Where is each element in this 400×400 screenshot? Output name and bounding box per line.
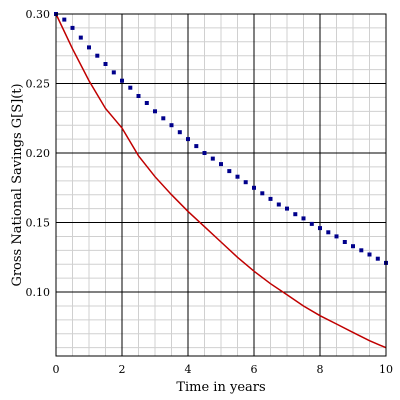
series-point (276, 202, 281, 207)
series-point (351, 244, 355, 249)
series-point (161, 116, 166, 121)
y-tick-label: 0.30 (26, 8, 51, 21)
y-tick-label: 0.10 (26, 286, 51, 299)
x-tick-label: 0 (53, 363, 60, 376)
series-point (210, 156, 215, 161)
y-axis-ticks: 0.10 0.15 0.20 0.25 0.30 (26, 8, 51, 299)
series-point (243, 180, 248, 185)
series-point (202, 151, 207, 155)
plot-frame (55, 13, 387, 357)
minor-grid (56, 14, 386, 356)
series-point (177, 130, 182, 135)
y-axis-label: Gross National Savings G[S](t) (10, 83, 25, 286)
y-tick-label: 0.15 (26, 217, 51, 230)
series-point (136, 94, 141, 98)
series-point (153, 109, 157, 114)
series-point (342, 240, 347, 244)
series-point (268, 196, 273, 201)
x-tick-label: 6 (251, 363, 258, 376)
series-point (169, 123, 174, 128)
series-point (309, 221, 314, 226)
series-point (285, 206, 289, 211)
series-point (326, 230, 331, 235)
series-point (87, 45, 91, 50)
series-point (103, 62, 108, 66)
series-point (359, 248, 364, 253)
series-point (367, 252, 372, 257)
x-tick-label: 4 (185, 363, 192, 376)
x-tick-label: 2 (119, 363, 126, 376)
series-point (95, 53, 100, 58)
series-point (260, 191, 265, 196)
series-point (252, 185, 256, 190)
series-point (128, 85, 133, 90)
series-point (111, 70, 116, 75)
series-point (78, 35, 83, 40)
series-point (227, 169, 232, 174)
series-point (293, 212, 298, 217)
x-axis-ticks: 0 2 4 6 8 10 (53, 363, 394, 376)
series-point (334, 234, 339, 239)
series-point (301, 216, 306, 221)
series-point (186, 137, 190, 142)
x-tick-label: 8 (317, 363, 324, 376)
series-point (219, 162, 223, 167)
series-point (235, 174, 240, 179)
x-tick-label: 10 (379, 363, 393, 376)
series-point (70, 25, 75, 30)
series-point (318, 226, 322, 231)
y-tick-label: 0.25 (26, 78, 51, 91)
series-point (194, 144, 199, 149)
y-tick-label: 0.20 (26, 147, 51, 160)
series-point (62, 17, 67, 22)
x-axis-label: Time in years (176, 380, 265, 395)
series-point (144, 101, 149, 105)
series-line (55, 13, 387, 349)
series-point (120, 78, 124, 83)
series-point (375, 256, 380, 261)
